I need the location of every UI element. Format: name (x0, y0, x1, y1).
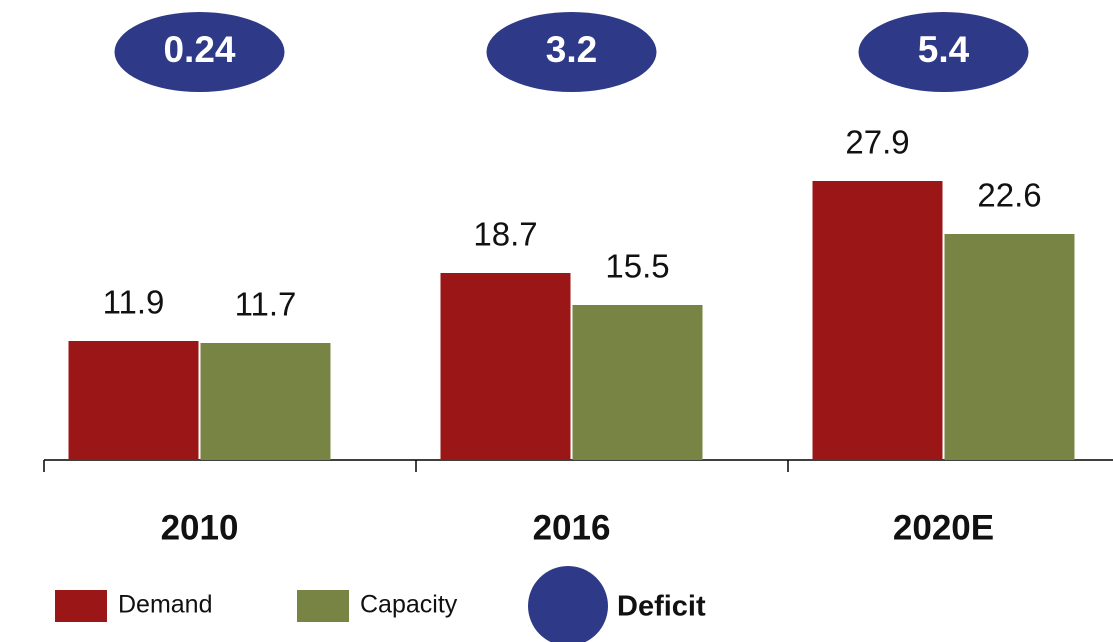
value-label: 18.7 (473, 216, 537, 253)
bar (944, 234, 1075, 460)
value-label: 11.7 (235, 286, 297, 323)
bar (440, 273, 571, 460)
x-tick-label: 2020E (893, 508, 994, 547)
deficit-badge (114, 12, 285, 92)
legend-label: Demand (118, 591, 213, 619)
x-tick-label: 2016 (533, 508, 611, 547)
value-label: 27.9 (845, 124, 909, 161)
legend-swatch (528, 566, 608, 642)
deficit-label: 3.2 (546, 29, 597, 70)
legend-swatch (297, 590, 349, 622)
deficit-badge (486, 12, 657, 92)
legend-label: Capacity (360, 591, 458, 619)
bar (200, 343, 331, 460)
deficit-label: 0.24 (163, 29, 235, 70)
x-tick-label: 2010 (161, 508, 239, 547)
deficit-label: 5.4 (918, 29, 970, 70)
legend-label: Deficit (617, 591, 706, 623)
bar (68, 341, 199, 460)
value-label: 22.6 (977, 177, 1041, 214)
bar (572, 305, 703, 460)
bar (812, 181, 943, 460)
legend-swatch (55, 590, 107, 622)
value-label: 11.9 (103, 284, 165, 321)
value-label: 15.5 (605, 248, 669, 285)
deficit-badge (858, 12, 1029, 92)
